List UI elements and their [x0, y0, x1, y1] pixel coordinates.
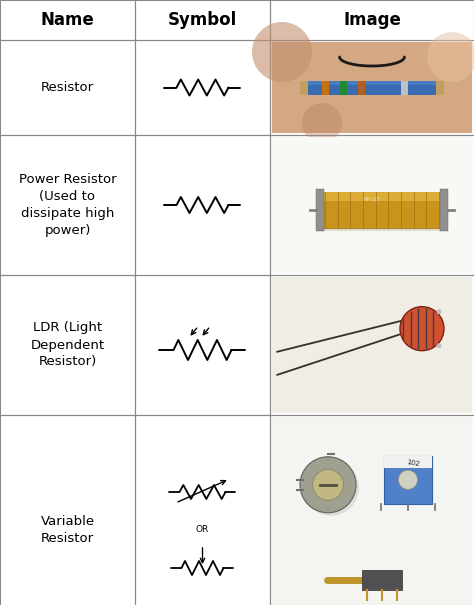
Bar: [272, 42, 472, 133]
Bar: [300, 80, 444, 85]
Bar: [357, 80, 365, 94]
Bar: [440, 189, 448, 231]
Bar: [272, 417, 472, 605]
Text: Power Resistor
(Used to
dissipate high
power): Power Resistor (Used to dissipate high p…: [18, 173, 116, 237]
Circle shape: [399, 470, 418, 489]
Bar: [384, 456, 432, 468]
Bar: [362, 570, 402, 590]
Circle shape: [437, 343, 441, 348]
Bar: [270, 40, 474, 135]
Circle shape: [302, 103, 342, 143]
Bar: [135, 135, 270, 275]
Bar: [0, 40, 135, 135]
Bar: [323, 195, 447, 231]
Bar: [0, 275, 135, 415]
Bar: [321, 80, 328, 94]
Text: Name: Name: [41, 11, 94, 29]
Circle shape: [300, 457, 356, 513]
Circle shape: [252, 22, 312, 82]
Bar: [320, 192, 444, 228]
Bar: [0, 0, 135, 40]
Bar: [320, 192, 444, 201]
Bar: [300, 80, 308, 94]
Text: OR: OR: [196, 526, 209, 534]
Bar: [272, 137, 472, 273]
Text: RH-25: RH-25: [364, 197, 381, 202]
Bar: [135, 40, 270, 135]
Text: 102: 102: [406, 459, 420, 467]
Text: Symbol: Symbol: [168, 11, 237, 29]
Bar: [135, 275, 270, 415]
Bar: [316, 189, 324, 231]
Text: LDR (Light
Dependent
Resistor): LDR (Light Dependent Resistor): [30, 321, 105, 368]
Circle shape: [437, 309, 441, 314]
Circle shape: [303, 460, 359, 516]
Bar: [270, 135, 474, 275]
Bar: [340, 80, 347, 94]
Circle shape: [312, 469, 343, 500]
Bar: [300, 80, 444, 94]
Circle shape: [427, 32, 474, 82]
Circle shape: [400, 307, 444, 351]
Bar: [135, 415, 270, 605]
Text: Resistor: Resistor: [41, 81, 94, 94]
Bar: [0, 415, 135, 605]
Bar: [401, 80, 408, 94]
Bar: [270, 275, 474, 415]
Text: Image: Image: [343, 11, 401, 29]
Bar: [384, 456, 432, 504]
Bar: [436, 80, 444, 94]
Bar: [0, 135, 135, 275]
Bar: [272, 277, 472, 413]
Bar: [270, 0, 474, 40]
Text: Variable
Resistor: Variable Resistor: [40, 515, 94, 545]
Bar: [135, 0, 270, 40]
Bar: [270, 415, 474, 605]
